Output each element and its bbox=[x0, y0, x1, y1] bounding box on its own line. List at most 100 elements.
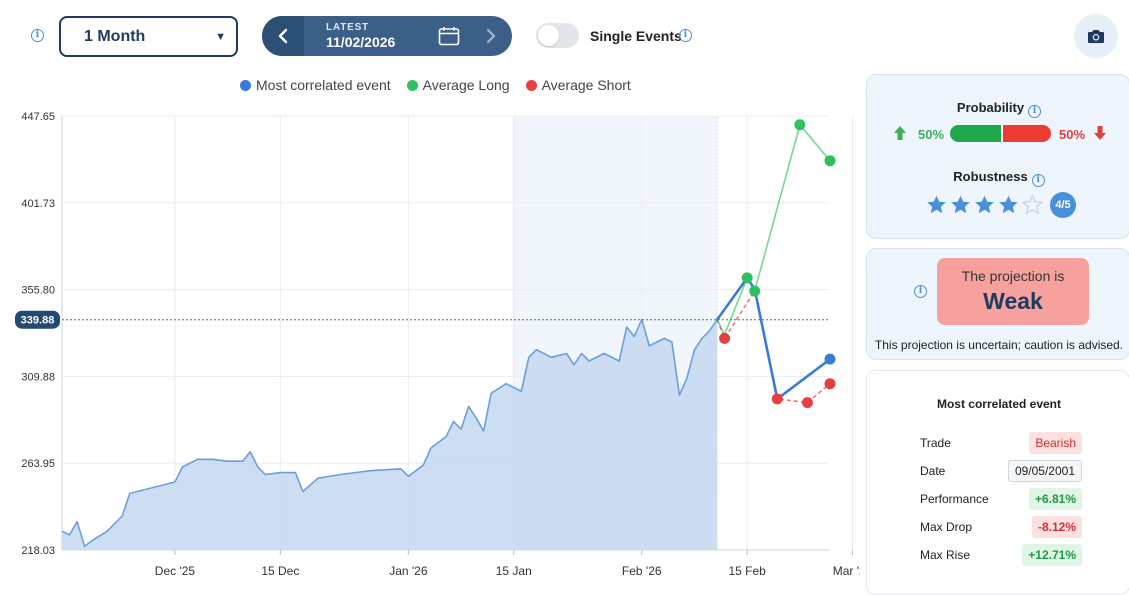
projection-point bbox=[771, 393, 783, 405]
probability-title: Probability i bbox=[867, 100, 1129, 118]
legend-item-average-long[interactable]: Average Long bbox=[406, 77, 510, 93]
legend-label: Average Long bbox=[422, 77, 510, 93]
x-tick-label: Mar '26 bbox=[833, 564, 860, 578]
date-navigator: LATEST 11/02/2026 bbox=[262, 16, 512, 56]
calendar-icon[interactable] bbox=[438, 26, 460, 46]
robustness-title: Robustness i bbox=[867, 169, 1129, 187]
chevron-left-icon bbox=[278, 28, 288, 44]
projection-point bbox=[794, 119, 806, 131]
star-filled-icon bbox=[999, 195, 1018, 214]
current-value-badge bbox=[15, 310, 60, 329]
x-tick-label: Dec '25 bbox=[155, 564, 196, 578]
projection-point bbox=[801, 397, 813, 409]
row-key: Performance bbox=[920, 492, 989, 506]
date-value: 09/05/2001 bbox=[1007, 460, 1082, 482]
x-tick-label: Feb '26 bbox=[622, 564, 662, 578]
date-row: Date 09/05/2001 bbox=[920, 460, 1082, 482]
period-select[interactable]: 1 Month ▼ bbox=[59, 16, 238, 57]
legend-label: Most correlated event bbox=[256, 77, 391, 93]
performance-row: Performance +6.81% bbox=[920, 488, 1082, 510]
projection-point bbox=[824, 155, 836, 167]
current-value-label: 339.88 bbox=[21, 315, 55, 327]
long-probability: 50% bbox=[918, 127, 945, 142]
x-tick-label: Jan '26 bbox=[389, 564, 428, 578]
projection-strength: Weak bbox=[983, 288, 1043, 314]
info-icon[interactable]: i bbox=[31, 29, 44, 42]
latest-label: LATEST bbox=[326, 22, 369, 33]
star-filled-icon bbox=[951, 195, 970, 214]
star-filled-icon bbox=[927, 195, 946, 214]
legend-item-average-short[interactable]: Average Short bbox=[525, 77, 631, 93]
info-icon[interactable]: i bbox=[1031, 174, 1045, 187]
x-tick-label: 15 Dec bbox=[261, 564, 299, 578]
info-icon[interactable]: i bbox=[679, 29, 692, 42]
x-tick-label: 15 Feb bbox=[728, 564, 766, 578]
legend-item-most-correlated[interactable]: Most correlated event bbox=[240, 77, 391, 93]
probability-bar-long bbox=[950, 125, 1001, 142]
projection-point bbox=[741, 272, 753, 284]
y-tick-label: 447.65 bbox=[21, 111, 55, 123]
x-tick-label: 15 Jan bbox=[496, 564, 532, 578]
projection-point bbox=[719, 332, 731, 344]
projection-label: The projection is bbox=[961, 268, 1065, 284]
projection-line-1 bbox=[716, 124, 831, 336]
row-key: Max Drop bbox=[920, 520, 973, 534]
max-rise-row: Max Rise +12.71% bbox=[920, 544, 1082, 566]
chart-legend: Most correlated event Average Long Avera… bbox=[240, 76, 647, 94]
robustness-badge: 4/5 bbox=[1050, 192, 1076, 218]
projection-line-0 bbox=[716, 276, 831, 401]
probability-title-text: Probability bbox=[956, 100, 1025, 115]
row-key: Max Rise bbox=[920, 548, 971, 562]
projection-note: This projection is uncertain; caution is… bbox=[874, 338, 1124, 352]
short-probability: 50% bbox=[1059, 127, 1086, 142]
max-drop-value: -8.12% bbox=[1031, 516, 1082, 538]
performance-value: +6.81% bbox=[1028, 488, 1082, 510]
y-tick-label: 263.95 bbox=[21, 458, 55, 470]
correlated-event-panel: Most correlated event Trade Bearish Date… bbox=[866, 370, 1129, 595]
latest-date: 11/02/2026 bbox=[326, 34, 396, 50]
projection-panel: i The projection is Weak This projection… bbox=[866, 248, 1129, 360]
screenshot-button[interactable] bbox=[1074, 14, 1118, 58]
next-date-button[interactable] bbox=[470, 16, 512, 56]
max-rise-value: +12.71% bbox=[1022, 544, 1082, 566]
arrow-up-icon bbox=[894, 126, 906, 140]
y-tick-label: 401.73 bbox=[21, 198, 55, 210]
row-key: Trade bbox=[920, 436, 951, 450]
info-icon[interactable]: i bbox=[1028, 105, 1042, 118]
period-select-value: 1 Month bbox=[84, 27, 146, 45]
robustness-title-text: Robustness bbox=[953, 169, 1028, 184]
projection-point bbox=[824, 378, 836, 390]
star-empty-icon bbox=[1022, 194, 1043, 215]
arrow-down-icon bbox=[1094, 126, 1106, 140]
legend-label: Average Short bbox=[541, 77, 631, 93]
projection-point bbox=[824, 353, 836, 365]
chevron-right-icon bbox=[486, 28, 496, 44]
robustness-stars bbox=[926, 194, 1046, 215]
probability-bar-short bbox=[1000, 125, 1051, 142]
y-tick-label: 355.80 bbox=[21, 285, 55, 297]
trade-row: Trade Bearish bbox=[920, 432, 1082, 454]
legend-dot bbox=[406, 79, 418, 91]
probability-bar bbox=[950, 125, 1051, 142]
toolbar: i 1 Month ▼ LATEST 11/02/2026 Single Eve… bbox=[0, 0, 1129, 72]
toggle-knob bbox=[538, 25, 559, 46]
camera-icon bbox=[1088, 30, 1104, 43]
correlated-event-title: Most correlated event bbox=[936, 397, 1062, 411]
legend-dot bbox=[525, 79, 537, 91]
probability-panel: Probability i 50% 50% Robustness i 4/5 bbox=[866, 74, 1129, 239]
single-events-toggle[interactable] bbox=[536, 23, 579, 48]
max-drop-row: Max Drop -8.12% bbox=[920, 516, 1082, 538]
previous-date-button[interactable] bbox=[262, 16, 304, 56]
info-icon[interactable]: i bbox=[914, 285, 927, 298]
trade-value: Bearish bbox=[1029, 432, 1082, 454]
price-line bbox=[61, 318, 718, 548]
y-tick-label: 309.88 bbox=[21, 371, 55, 383]
row-key: Date bbox=[920, 464, 946, 478]
y-tick-label: 218.03 bbox=[21, 545, 55, 557]
projection-point bbox=[749, 285, 761, 297]
single-events-label: Single Events bbox=[590, 28, 682, 44]
star-filled-icon bbox=[975, 195, 994, 214]
legend-dot bbox=[240, 79, 251, 91]
chevron-down-icon: ▼ bbox=[215, 30, 226, 43]
projection-strength-box: The projection is Weak bbox=[937, 258, 1089, 325]
